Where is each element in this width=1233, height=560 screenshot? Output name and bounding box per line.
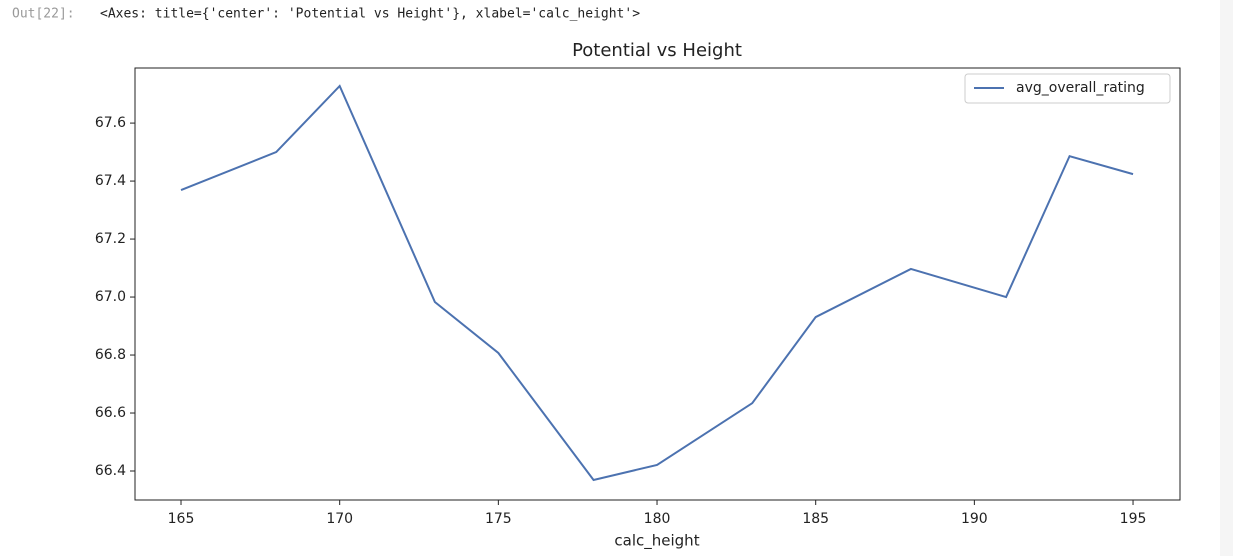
output-repr: <Axes: title={'center': 'Potential vs He… xyxy=(100,7,640,22)
legend-box xyxy=(964,73,1171,104)
x-axis-label: calc_height xyxy=(614,532,699,551)
x-tick-label: 170 xyxy=(326,511,353,527)
y-tick-label: 67.2 xyxy=(95,231,126,247)
chart-title: Potential vs Height xyxy=(572,40,742,61)
output-prompt: Out[22]: xyxy=(12,7,75,22)
y-tick-label: 66.4 xyxy=(95,463,126,479)
x-tick-label: 185 xyxy=(802,511,829,527)
x-tick-label: 190 xyxy=(961,511,988,527)
x-tick-label: 165 xyxy=(168,511,195,527)
y-tick-label: 67.6 xyxy=(95,115,126,131)
x-tick-label: 175 xyxy=(485,511,512,527)
plot-frame xyxy=(134,67,1181,501)
y-tick-label: 66.6 xyxy=(95,405,126,421)
y-tick-label: 67.0 xyxy=(95,289,126,305)
legend-label: avg_overall_rating xyxy=(1016,80,1145,96)
data-line xyxy=(180,84,1134,482)
x-tick-label: 180 xyxy=(644,511,671,527)
y-tick-label: 66.8 xyxy=(95,347,126,363)
y-tick-label: 67.4 xyxy=(95,173,126,189)
x-tick-label: 195 xyxy=(1120,511,1147,527)
scroll-strip xyxy=(1220,0,1233,556)
